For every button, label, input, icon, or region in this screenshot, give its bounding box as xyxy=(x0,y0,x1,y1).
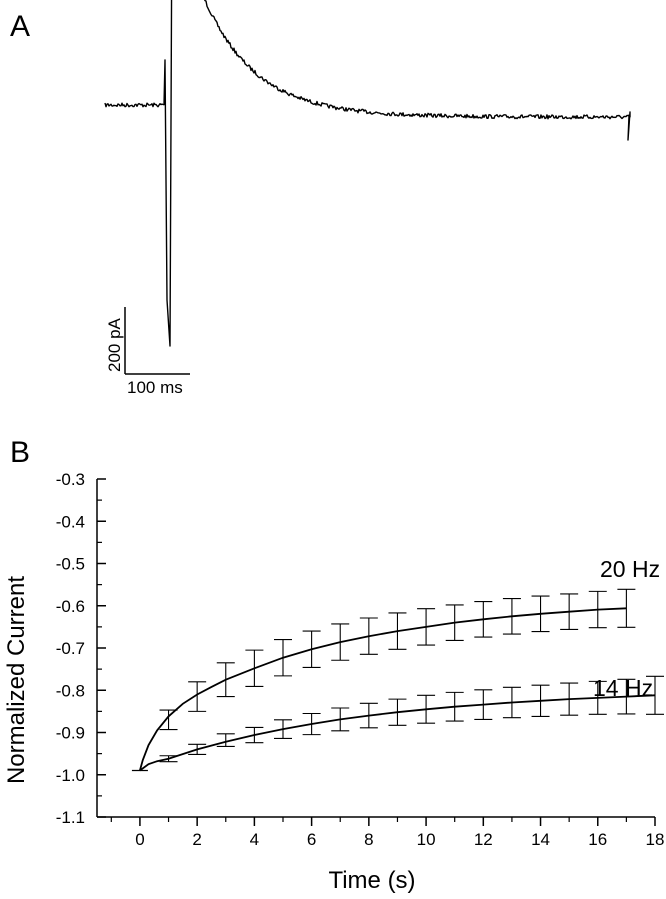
y-axis-title: Normalized Current xyxy=(3,576,30,784)
scale-bar: 200 pA 100 ms xyxy=(105,307,190,397)
error-bar xyxy=(388,612,407,650)
x-tick-label: 2 xyxy=(192,830,201,849)
y-tick-label: -0.8 xyxy=(56,681,85,700)
error-bar xyxy=(474,600,493,638)
series-line xyxy=(139,607,627,771)
series-0 xyxy=(139,588,636,771)
error-bar xyxy=(302,712,321,736)
y-tick-label: -0.5 xyxy=(56,555,85,574)
error-bar xyxy=(531,684,550,717)
error-bar xyxy=(302,630,321,668)
y-tick-label: -1.0 xyxy=(56,766,85,785)
panel-b-label: B xyxy=(10,436,30,469)
error-bar xyxy=(245,649,264,687)
series-label-20hz: 20 Hz xyxy=(600,556,660,582)
error-bar xyxy=(188,681,207,712)
y-tick-label: -0.6 xyxy=(56,597,85,616)
x-tick-label: 16 xyxy=(588,830,607,849)
x-tick-label: 0 xyxy=(135,830,144,849)
x-tick-label: 12 xyxy=(474,830,493,849)
error-bar xyxy=(588,590,607,629)
error-bar xyxy=(588,680,607,715)
error-bar xyxy=(417,608,436,646)
current-trace xyxy=(104,0,631,347)
error-bar xyxy=(560,593,579,630)
error-bar xyxy=(188,743,207,756)
x-tick-label: 14 xyxy=(531,830,550,849)
current-trace-line xyxy=(104,0,631,347)
error-bar xyxy=(331,623,350,661)
error-bar xyxy=(388,698,407,726)
error-bar xyxy=(359,617,378,655)
error-bar xyxy=(560,682,579,716)
error-bar xyxy=(502,598,521,635)
error-bar xyxy=(331,707,350,732)
x-tick-label: 8 xyxy=(364,830,373,849)
x-tick-label: 6 xyxy=(307,830,316,849)
error-bar xyxy=(359,702,378,729)
scale-current-label: 200 pA xyxy=(105,317,124,372)
series-1 xyxy=(139,675,664,772)
error-bar xyxy=(445,604,464,641)
error-bar xyxy=(417,694,436,724)
scale-time-label: 100 ms xyxy=(127,378,183,397)
error-bar xyxy=(617,588,636,628)
x-tick-label: 18 xyxy=(646,830,665,849)
error-bar xyxy=(159,709,178,731)
error-bar xyxy=(245,726,264,744)
y-tick-label: -1.1 xyxy=(56,808,85,827)
error-bar xyxy=(474,689,493,720)
error-bar xyxy=(274,719,292,739)
error-bar xyxy=(445,691,464,722)
error-bar xyxy=(617,678,636,715)
x-tick-label: 4 xyxy=(250,830,259,849)
chart-axes xyxy=(96,479,655,818)
error-bar xyxy=(502,686,521,719)
series-layer xyxy=(131,588,664,772)
normalized-current-chart: -0.3 -0.4 -0.5 -0.6 -0.7 -0.8 -0.9 -1.0 -1.1 0 2 4… xyxy=(3,470,664,894)
error-bar xyxy=(646,675,664,715)
y-tick-label: -0.7 xyxy=(56,639,85,658)
x-axis-ticks: 0 2 4 6 8 10 12 14 16 18 xyxy=(110,817,665,849)
x-tick-label: 10 xyxy=(417,830,436,849)
error-bar xyxy=(216,733,235,747)
y-tick-label: -0.3 xyxy=(56,470,85,489)
x-axis-title: Time (s) xyxy=(328,867,415,894)
error-bar xyxy=(216,662,235,698)
series-label-14hz: 14 Hz xyxy=(593,675,653,701)
error-bar xyxy=(159,755,178,763)
y-axis-ticks: -0.3 -0.4 -0.5 -0.6 -0.7 -0.8 -0.9 -1.0 -1.1 xyxy=(56,470,106,827)
y-tick-label: -0.4 xyxy=(56,512,85,531)
y-tick-label: -0.9 xyxy=(56,724,85,743)
error-bar xyxy=(274,638,292,677)
panel-a-label: A xyxy=(10,10,30,43)
error-bar xyxy=(531,595,550,633)
